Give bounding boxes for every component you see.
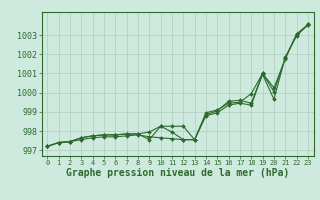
X-axis label: Graphe pression niveau de la mer (hPa): Graphe pression niveau de la mer (hPa) <box>66 168 289 178</box>
